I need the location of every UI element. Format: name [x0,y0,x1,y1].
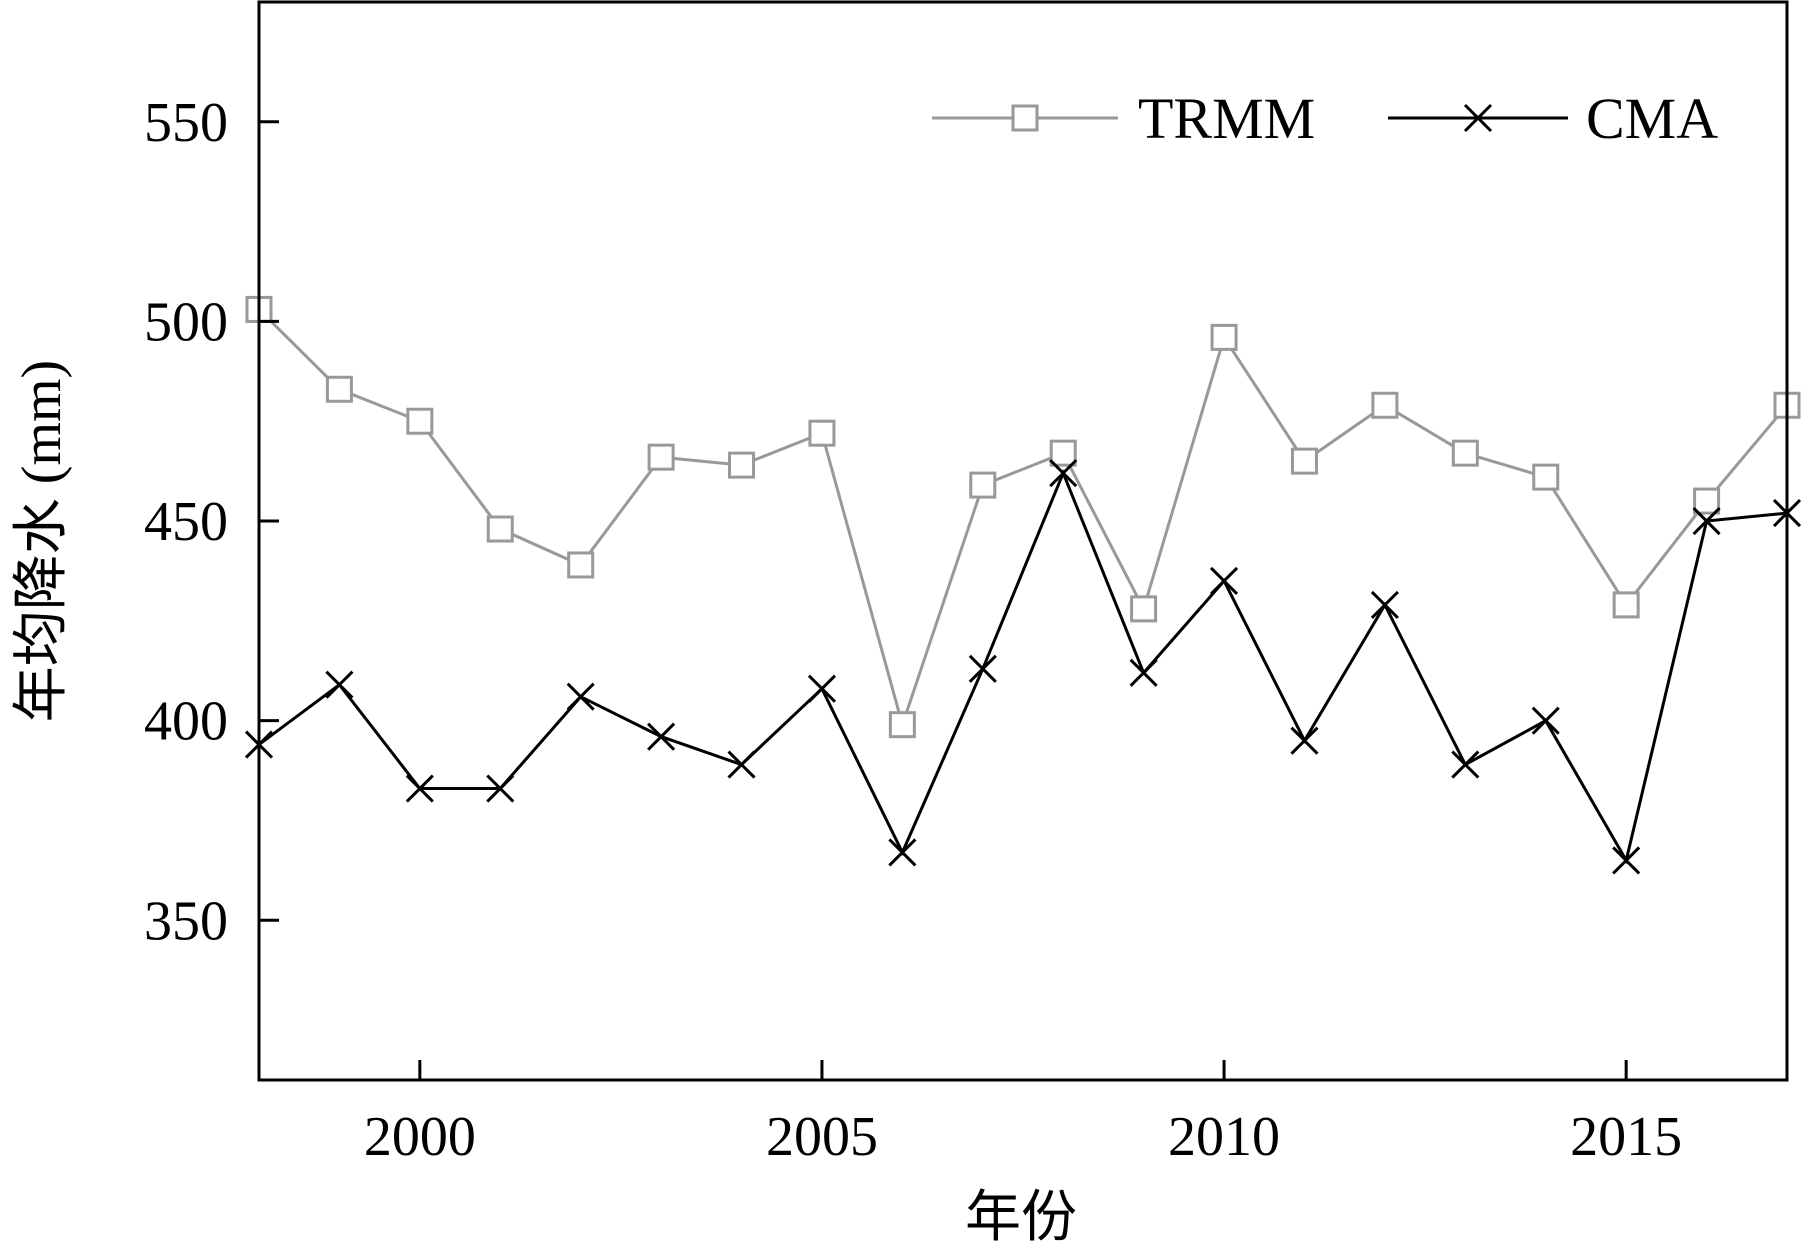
y-tick-label: 350 [144,890,228,952]
legend-label: TRMM [1138,86,1315,151]
x-axis-title: 年份 [965,1187,1077,1249]
trmm-point [969,471,997,499]
trmm-point [1210,323,1238,351]
x-tick-label: 2015 [1570,1106,1682,1168]
y-tick-label: 400 [144,691,228,753]
trmm-point [1532,463,1560,491]
cma-point [486,774,515,803]
x-tick-label: 2000 [364,1106,476,1168]
trmm-point [1451,439,1479,467]
plot-frame [257,0,1789,1082]
cma-point [1692,506,1721,536]
cma-point [1451,750,1480,779]
cma-point [1290,726,1319,755]
cma-point [1612,846,1641,875]
cma-point [807,674,837,703]
cma-point [647,722,676,751]
cma-point [1049,459,1078,488]
legend-item-cma: CMA [1388,86,1718,151]
cma-series [244,459,1802,875]
trmm-point [325,375,353,403]
axis-ticks: 2000 2005 2010 2015 350 400 450 500 550 [144,92,1682,1168]
plot-marks [244,295,1802,875]
cma-point [405,774,434,803]
legend: TRMM CMA [932,86,1718,151]
cma-point [968,654,997,683]
cma-point [888,838,917,867]
trmm-point [1130,595,1158,623]
cma-point [1370,590,1399,619]
trmm-point [1371,391,1399,419]
x-tick-label: 2010 [1168,1106,1280,1168]
cma-point [1531,706,1560,735]
y-tick-label: 550 [144,92,228,154]
trmm-point [406,407,434,435]
trmm-point [647,443,675,471]
y-axis-title: 年均降水 (mm) [11,360,73,722]
y-tick-label: 450 [144,491,228,553]
trmm-point [888,711,916,739]
x-tick-label: 2005 [766,1106,878,1168]
cma-point [1209,566,1239,595]
cma-line [258,469,1788,865]
legend-swatch-marker [1011,104,1039,132]
trmm-series [245,295,1801,739]
trmm-point [1049,439,1077,467]
trmm-point [1612,591,1640,619]
trmm-point [1693,487,1721,515]
cma-point [566,682,595,711]
trmm-point [567,551,595,579]
cma-point [1129,658,1158,687]
trmm-point [728,451,756,479]
cma-point [727,750,756,779]
trmm-point [486,515,514,543]
trmm-point [808,419,836,447]
legend-label: CMA [1586,86,1718,151]
legend-item-trmm: TRMM [932,86,1315,151]
trmm-point [1290,447,1318,475]
y-tick-label: 500 [144,291,228,353]
cma-point [325,670,354,699]
legend-swatch-marker [1463,103,1493,133]
